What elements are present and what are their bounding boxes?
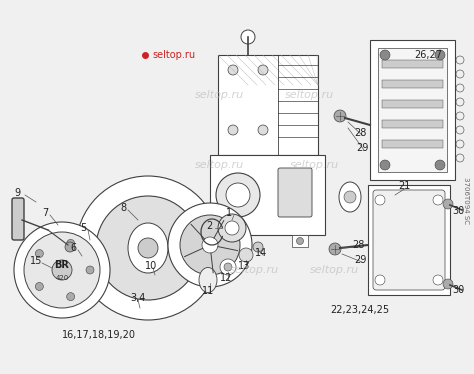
Text: seltop.ru: seltop.ru	[195, 160, 244, 170]
Circle shape	[52, 260, 72, 280]
Text: 29: 29	[354, 255, 366, 265]
Circle shape	[433, 275, 443, 285]
Text: 30: 30	[452, 206, 464, 216]
Circle shape	[258, 65, 268, 75]
Text: 16,17,18,19,20: 16,17,18,19,20	[62, 330, 136, 340]
Circle shape	[297, 237, 303, 245]
Circle shape	[380, 160, 390, 170]
Ellipse shape	[128, 223, 168, 273]
Circle shape	[228, 65, 238, 75]
FancyBboxPatch shape	[218, 55, 318, 155]
Circle shape	[76, 176, 220, 320]
Circle shape	[36, 282, 43, 291]
Circle shape	[168, 203, 252, 287]
Text: seltop.ru: seltop.ru	[230, 265, 279, 275]
Circle shape	[96, 196, 200, 300]
Circle shape	[36, 249, 43, 258]
Text: 21: 21	[398, 181, 410, 191]
Circle shape	[344, 191, 356, 203]
FancyBboxPatch shape	[382, 60, 443, 68]
Text: 30: 30	[452, 285, 464, 295]
Circle shape	[226, 183, 250, 207]
Text: 15: 15	[30, 256, 42, 266]
Circle shape	[216, 173, 260, 217]
Text: 9: 9	[14, 188, 20, 198]
Circle shape	[67, 239, 74, 247]
Text: seltop.ru: seltop.ru	[290, 160, 339, 170]
Text: 12: 12	[220, 273, 232, 283]
Circle shape	[435, 50, 445, 60]
FancyBboxPatch shape	[382, 80, 443, 88]
Circle shape	[14, 222, 110, 318]
Text: 11: 11	[202, 286, 214, 296]
Text: 6: 6	[70, 243, 76, 253]
Circle shape	[239, 248, 253, 262]
Ellipse shape	[199, 267, 217, 292]
Circle shape	[329, 243, 341, 255]
Circle shape	[443, 199, 453, 209]
FancyBboxPatch shape	[382, 140, 443, 148]
Circle shape	[180, 215, 240, 275]
FancyBboxPatch shape	[368, 185, 450, 295]
Text: 5: 5	[80, 223, 86, 233]
Ellipse shape	[339, 182, 361, 212]
Text: BR: BR	[55, 260, 69, 270]
Text: 3,4: 3,4	[130, 293, 146, 303]
Text: seltop.ru: seltop.ru	[310, 265, 359, 275]
Text: 26,27: 26,27	[414, 50, 442, 60]
Circle shape	[433, 195, 443, 205]
Text: 28: 28	[352, 240, 365, 250]
Circle shape	[65, 242, 75, 252]
Text: 7: 7	[42, 208, 48, 218]
Circle shape	[225, 221, 239, 235]
Circle shape	[220, 259, 236, 275]
Circle shape	[375, 275, 385, 285]
FancyBboxPatch shape	[373, 190, 445, 290]
FancyBboxPatch shape	[378, 48, 447, 172]
Text: 1: 1	[226, 208, 232, 218]
Text: 3706T094 SC: 3706T094 SC	[463, 177, 469, 224]
Circle shape	[217, 237, 224, 245]
Circle shape	[253, 242, 263, 252]
Text: 14: 14	[255, 248, 267, 258]
Circle shape	[228, 125, 238, 135]
Circle shape	[258, 125, 268, 135]
Circle shape	[435, 160, 445, 170]
Circle shape	[67, 292, 74, 301]
Text: seltop.ru: seltop.ru	[152, 50, 195, 60]
Text: 13: 13	[238, 261, 250, 271]
Circle shape	[24, 232, 100, 308]
FancyBboxPatch shape	[210, 155, 325, 235]
FancyBboxPatch shape	[382, 120, 443, 128]
Circle shape	[86, 266, 94, 274]
Text: 22,23,24,25: 22,23,24,25	[330, 305, 389, 315]
Circle shape	[334, 110, 346, 122]
FancyBboxPatch shape	[278, 168, 312, 217]
Circle shape	[218, 214, 246, 242]
Circle shape	[380, 50, 390, 60]
Text: 28: 28	[354, 128, 366, 138]
Text: 10: 10	[145, 261, 157, 271]
Text: seltop.ru: seltop.ru	[195, 90, 244, 100]
Text: 420: 420	[55, 275, 69, 281]
Circle shape	[241, 30, 255, 44]
FancyBboxPatch shape	[292, 235, 308, 247]
Circle shape	[443, 279, 453, 289]
Circle shape	[202, 237, 218, 253]
FancyBboxPatch shape	[382, 100, 443, 108]
Circle shape	[375, 195, 385, 205]
FancyBboxPatch shape	[212, 235, 228, 247]
Text: seltop.ru: seltop.ru	[285, 90, 334, 100]
Circle shape	[224, 263, 232, 271]
Circle shape	[138, 238, 158, 258]
FancyBboxPatch shape	[12, 198, 24, 240]
Text: 2: 2	[206, 221, 212, 231]
FancyBboxPatch shape	[370, 40, 455, 180]
Text: 29: 29	[356, 143, 368, 153]
Text: 8: 8	[120, 203, 126, 213]
